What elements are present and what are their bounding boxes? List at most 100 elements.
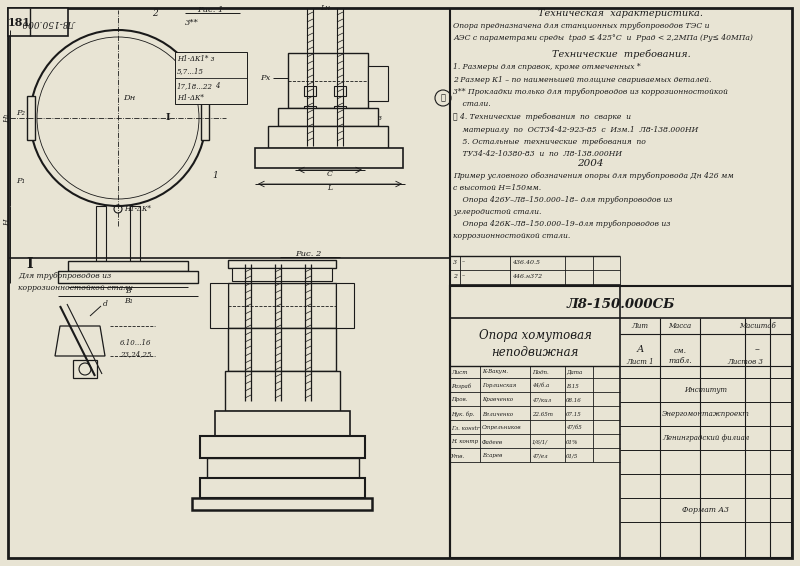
Text: Гл. конstr: Гл. конstr: [451, 426, 479, 431]
Text: Технические  требования.: Технические требования.: [552, 49, 690, 59]
Text: C: C: [327, 170, 333, 178]
Text: Институт: Институт: [685, 386, 727, 394]
Bar: [271, 401, 285, 413]
Text: неподвижная: неподвижная: [491, 345, 578, 358]
Text: стали.: стали.: [453, 101, 490, 109]
Text: 01/5: 01/5: [566, 453, 578, 458]
Text: 1/6/1/: 1/6/1/: [532, 440, 548, 444]
Text: –: –: [462, 259, 465, 264]
Text: 6.10...16: 6.10...16: [120, 339, 151, 347]
Text: Лит: Лит: [631, 322, 649, 330]
Text: Нук. бр.: Нук. бр.: [451, 411, 474, 417]
Text: Лист: Лист: [451, 370, 467, 375]
Polygon shape: [55, 326, 105, 356]
Text: Техническая  характеристика.: Техническая характеристика.: [538, 10, 703, 19]
Text: 436.40.5: 436.40.5: [512, 259, 540, 264]
Text: Величенко: Величенко: [482, 411, 513, 417]
Text: материалу  по  ОСТ34-42-923-85  с  Изм.1  Л8-138.000НИ: материалу по ОСТ34-42-923-85 с Изм.1 Л8-…: [453, 126, 698, 134]
Text: Dн: Dн: [123, 94, 135, 102]
Text: Горлинская: Горлинская: [482, 384, 516, 388]
Bar: [228, 260, 336, 268]
Text: см.
табл.: см. табл.: [668, 348, 692, 365]
Text: P₂: P₂: [16, 109, 25, 117]
Bar: [268, 126, 388, 148]
Bar: [200, 478, 365, 498]
Bar: [232, 268, 332, 281]
Bar: [336, 283, 354, 328]
Bar: [255, 148, 403, 168]
Text: Опора 426К–Л8–150.000–19–для трубопроводов из: Опора 426К–Л8–150.000–19–для трубопровод…: [453, 220, 670, 228]
Text: с высотой Н=150мм.: с высотой Н=150мм.: [453, 184, 541, 192]
Text: Листов 3: Листов 3: [727, 358, 763, 366]
Text: углеродистой стали.: углеродистой стали.: [453, 208, 542, 216]
Text: Лист 1: Лист 1: [626, 358, 654, 366]
Text: –: –: [754, 345, 759, 354]
Text: 2: 2: [453, 273, 457, 278]
Text: А: А: [636, 345, 644, 354]
Bar: [228, 328, 336, 371]
Bar: [228, 283, 336, 328]
Bar: [8, 8, 68, 36]
Bar: [304, 106, 316, 116]
Text: H: H: [3, 219, 11, 226]
Text: Пример условного обозначения опоры для трубопровода Дн 426 мм: Пример условного обозначения опоры для т…: [453, 172, 734, 180]
Text: L: L: [327, 184, 333, 192]
Text: Кравченко: Кравченко: [482, 397, 513, 402]
Text: Рис. 2: Рис. 2: [295, 250, 321, 258]
Text: 2004: 2004: [577, 158, 603, 168]
Bar: [58, 271, 198, 283]
Text: 3** Прокладки только для трубопроводов из коррозионностойкой: 3** Прокладки только для трубопроводов и…: [453, 88, 728, 96]
Text: 2: 2: [152, 10, 158, 19]
Text: Lн: Lн: [320, 4, 330, 12]
Text: Стрельников: Стрельников: [482, 426, 522, 431]
Text: 3: 3: [453, 259, 457, 264]
Text: ТУ34-42-10380-83  и  по  Л8-138.000НИ: ТУ34-42-10380-83 и по Л8-138.000НИ: [453, 151, 622, 158]
Text: 22.65т: 22.65т: [532, 411, 553, 417]
Bar: [304, 86, 316, 96]
Text: 47/кил: 47/кил: [532, 397, 551, 402]
Text: I: I: [166, 114, 170, 122]
Text: Есарев: Есарев: [482, 453, 502, 458]
Text: К-Вакум.: К-Вакум.: [482, 370, 508, 375]
Text: 17,18...22: 17,18...22: [177, 82, 213, 90]
Text: 08.16: 08.16: [566, 397, 582, 402]
Text: Ленинградский филиал: Ленинградский филиал: [662, 434, 750, 442]
Text: АЭС с параметрами среды  tрад ≤ 425°С  и  Pрад < 2,2МПа (Ру≤ 40МПа): АЭС с параметрами среды tрад ≤ 425°С и P…: [453, 34, 753, 42]
Text: 181: 181: [7, 16, 30, 28]
Text: 44/б.а: 44/б.а: [532, 384, 550, 388]
Text: 1. Размеры для справок, кроме отмеченных *: 1. Размеры для справок, кроме отмеченных…: [453, 63, 641, 71]
Text: 3**: 3**: [185, 19, 199, 27]
Text: 5. Остальные  технические  требования  по: 5. Остальные технические требования по: [453, 138, 646, 146]
Text: ③ 4. Технические  требования  по  сварке  и: ③ 4. Технические требования по сварке и: [453, 113, 631, 121]
Text: 1: 1: [212, 171, 218, 181]
Text: 47/ел: 47/ел: [532, 453, 548, 458]
Bar: [241, 401, 255, 413]
Text: Рис. 1: Рис. 1: [197, 6, 223, 14]
Bar: [215, 411, 350, 436]
Text: з: з: [378, 114, 382, 122]
Text: Н1-ΔК*: Н1-ΔК*: [124, 205, 151, 213]
Text: коррозионностойкой стали.: коррозионностойкой стали.: [453, 232, 570, 240]
Text: Опора хомутовая: Опора хомутовая: [478, 329, 591, 342]
Text: 07.15: 07.15: [566, 411, 582, 417]
Text: Опора 426У–Л8–150.000–18– для трубопроводов из: Опора 426У–Л8–150.000–18– для трубопрово…: [453, 196, 672, 204]
Bar: [301, 401, 315, 413]
Text: коррозионностойкой стали: коррозионностойкой стали: [18, 284, 133, 292]
Bar: [175, 52, 247, 104]
Text: В.15: В.15: [566, 384, 578, 388]
Bar: [192, 498, 372, 510]
Text: B₁: B₁: [124, 297, 132, 305]
Text: Масса: Масса: [669, 322, 691, 330]
Text: Масштаб: Масштаб: [738, 322, 775, 330]
Bar: [68, 261, 188, 271]
Text: Формат А3: Формат А3: [682, 506, 730, 514]
Text: B: B: [125, 287, 131, 295]
Bar: [73, 360, 97, 378]
Bar: [288, 53, 368, 108]
Text: d: d: [103, 300, 108, 308]
Text: P₁: P₁: [16, 177, 25, 185]
Text: 47/б5: 47/б5: [566, 426, 582, 431]
Text: H₁: H₁: [3, 113, 11, 123]
Bar: [210, 283, 228, 328]
Text: ③: ③: [441, 94, 446, 102]
